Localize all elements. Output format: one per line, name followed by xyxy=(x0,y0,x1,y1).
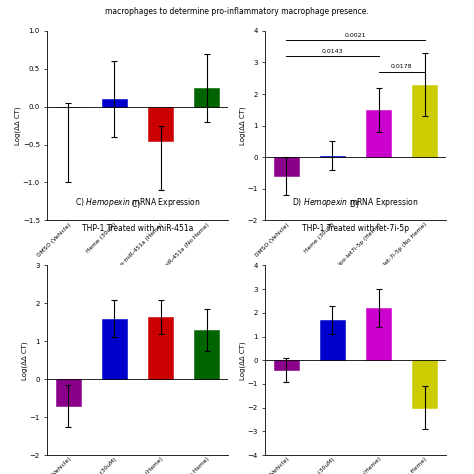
Bar xyxy=(273,157,299,176)
Bar xyxy=(412,84,438,157)
Bar xyxy=(55,379,81,406)
Y-axis label: Log(ΔΔ CT): Log(ΔΔ CT) xyxy=(21,341,28,380)
Bar xyxy=(102,319,127,379)
Bar xyxy=(102,99,127,107)
Bar xyxy=(194,330,219,379)
Text: D): D) xyxy=(350,200,361,209)
Text: C): C) xyxy=(132,200,143,209)
Bar xyxy=(320,155,345,157)
Text: D) $\it{Hemopexin}$ mRNA Expression: D) $\it{Hemopexin}$ mRNA Expression xyxy=(292,196,419,209)
Y-axis label: Log(ΔΔ CT): Log(ΔΔ CT) xyxy=(15,106,21,145)
Bar xyxy=(366,110,391,157)
Bar xyxy=(320,320,345,360)
Y-axis label: Log(ΔΔ CT): Log(ΔΔ CT) xyxy=(239,341,246,380)
Text: C) $\it{Hemopexin}$ mRNA Expression: C) $\it{Hemopexin}$ mRNA Expression xyxy=(74,196,201,209)
Bar xyxy=(273,360,299,370)
Bar xyxy=(412,360,438,408)
Text: 0.0143: 0.0143 xyxy=(322,48,343,54)
Bar xyxy=(148,107,173,141)
Bar xyxy=(194,88,219,107)
Bar xyxy=(148,317,173,379)
Text: 0.0021: 0.0021 xyxy=(345,33,366,38)
Bar xyxy=(366,308,391,360)
Text: 0.0178: 0.0178 xyxy=(391,64,412,69)
Text: THP-1 Treated with miR-451a: THP-1 Treated with miR-451a xyxy=(82,224,193,233)
Text: THP-1 Treated with let-7i-5p: THP-1 Treated with let-7i-5p xyxy=(302,224,409,233)
Y-axis label: Log(ΔΔ CT): Log(ΔΔ CT) xyxy=(239,106,246,145)
Text: macrophages to determine pro-inflammatory macrophage presence.: macrophages to determine pro-inflammator… xyxy=(105,7,369,16)
